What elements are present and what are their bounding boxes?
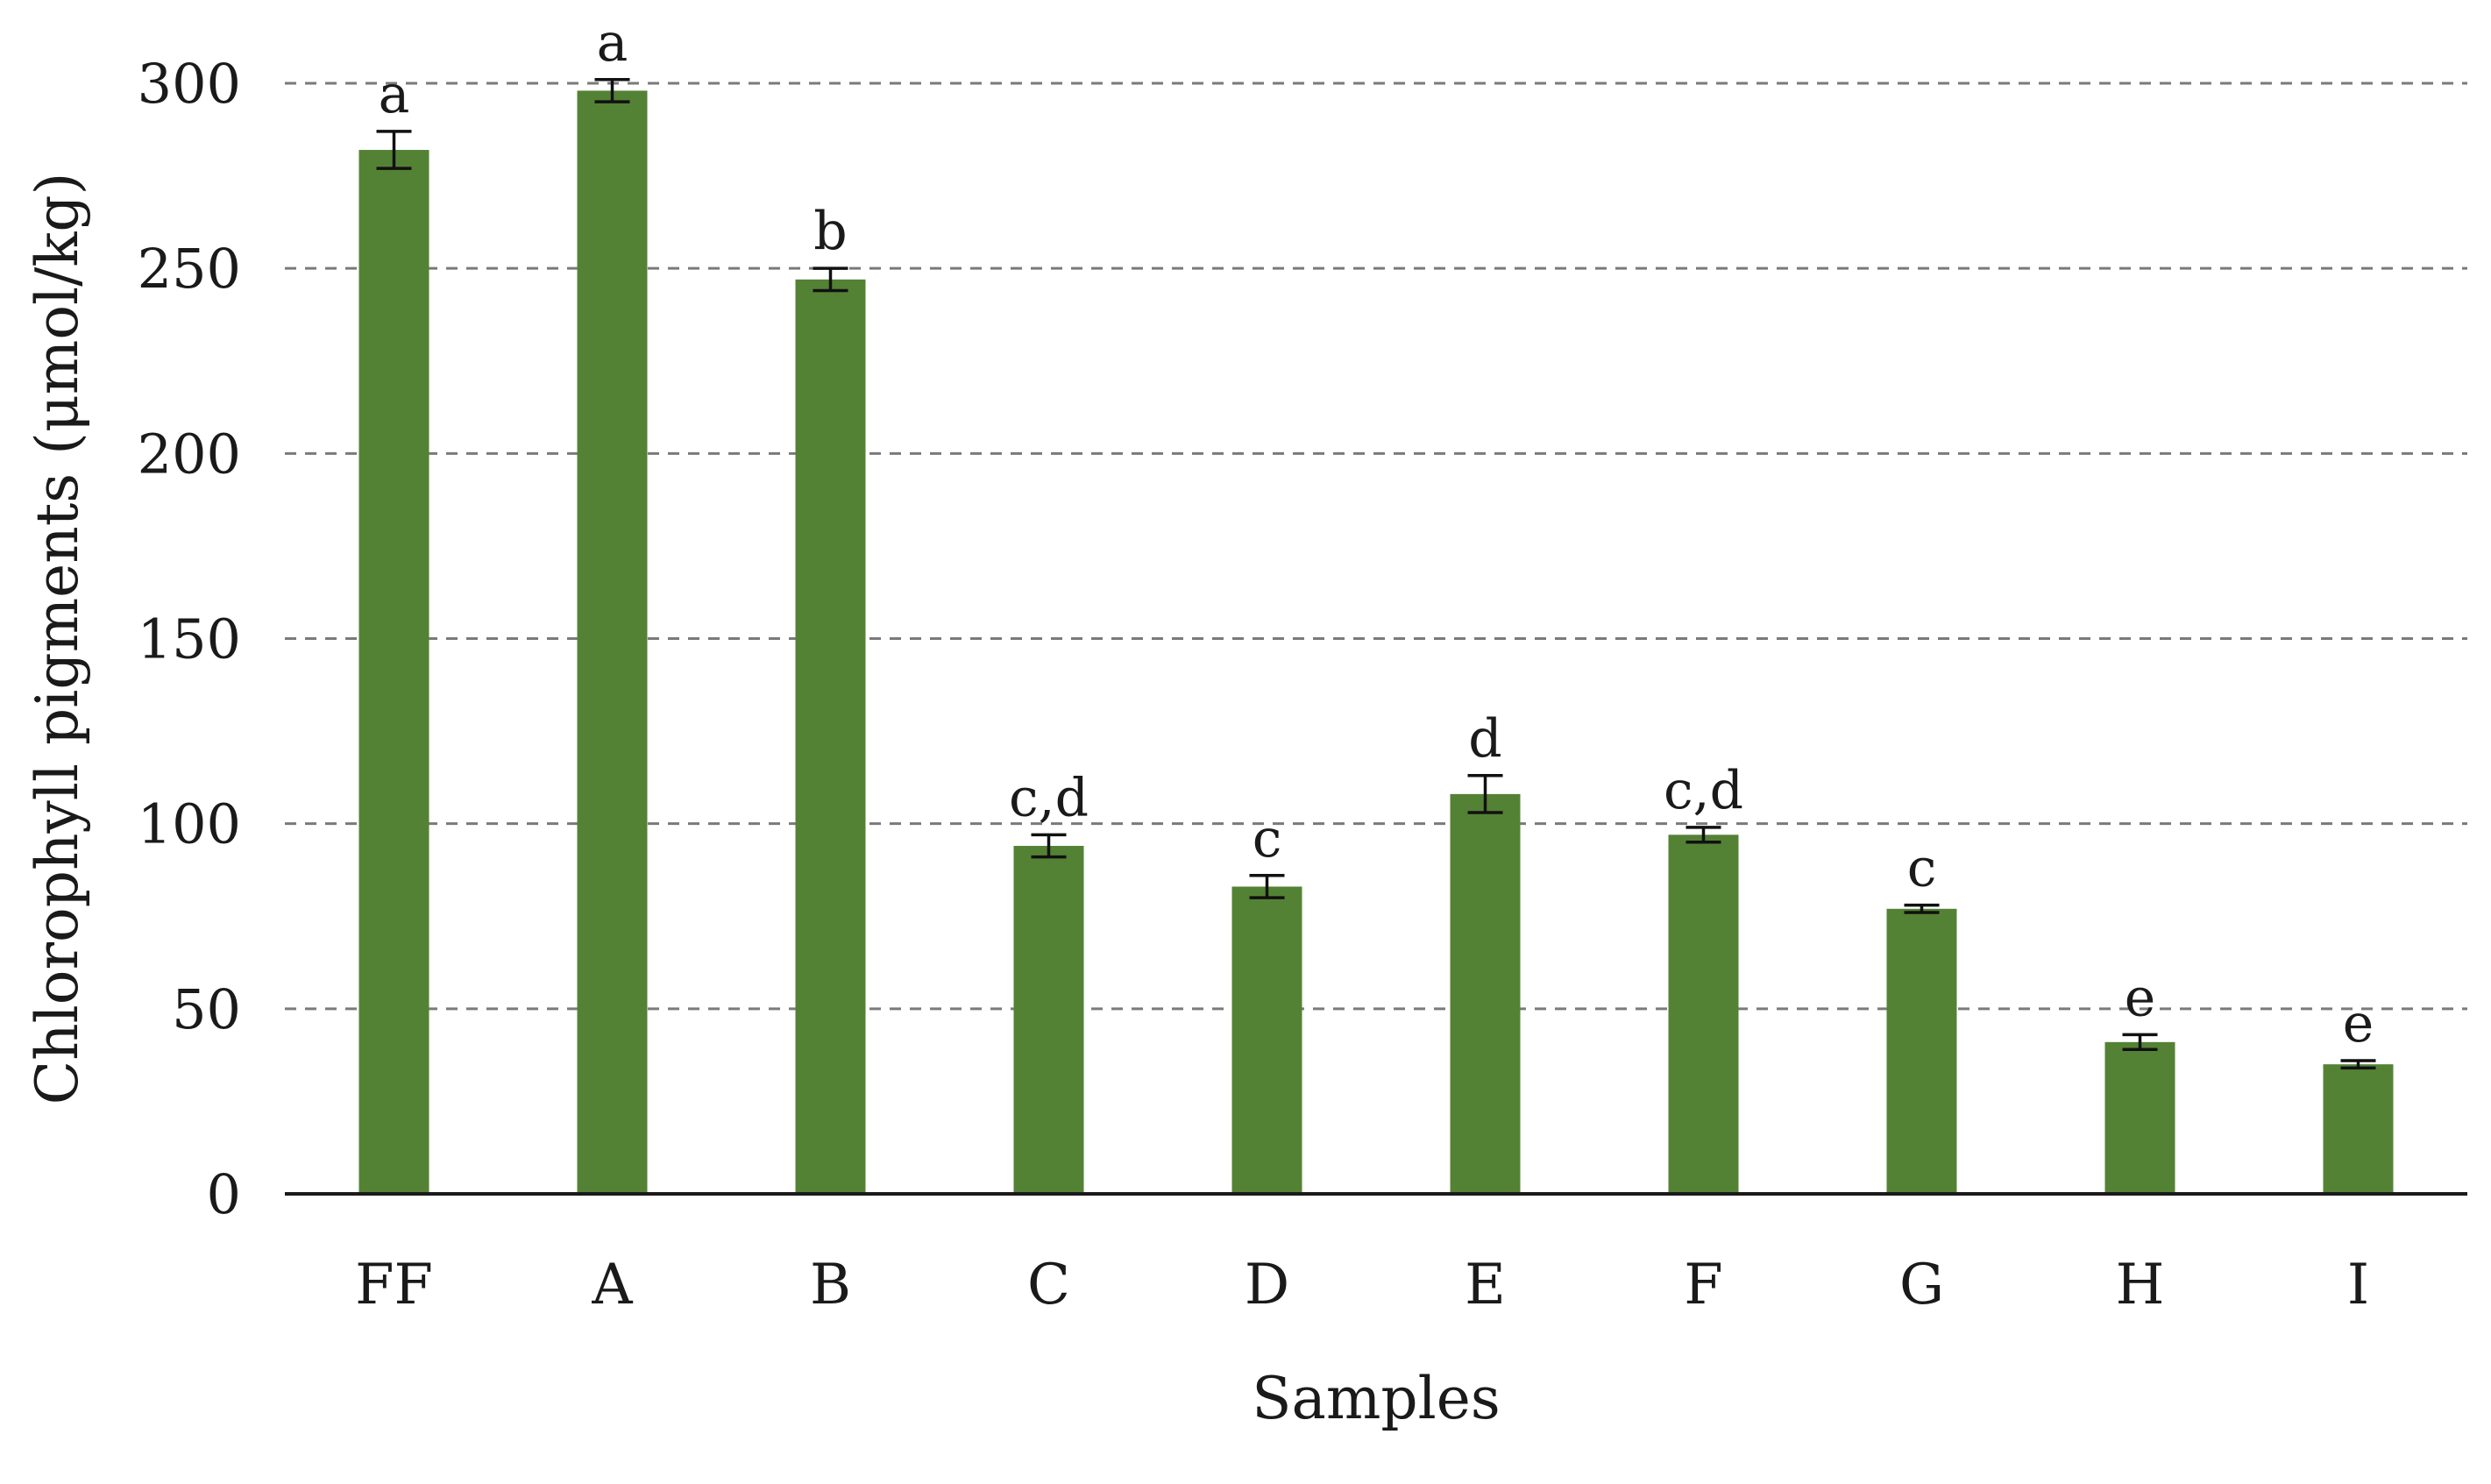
bar-C <box>1013 846 1084 1194</box>
error-bar-A <box>594 78 630 103</box>
error-bars <box>376 78 2376 1070</box>
significance-label-C: c,d <box>1009 767 1089 828</box>
y-axis-title: Chlorophyll pigments (μmol/kg) <box>24 173 91 1105</box>
x-category-label: C <box>1027 1253 1070 1317</box>
significance-label-FF: a <box>379 64 410 125</box>
error-bar-D <box>1249 874 1285 899</box>
error-bar-E <box>1467 774 1503 814</box>
x-category-label: H <box>2116 1253 2165 1317</box>
error-bar-C <box>1031 833 1067 859</box>
bar-I <box>2323 1064 2394 1194</box>
bar-D <box>1231 886 1302 1194</box>
bar-B <box>795 279 866 1194</box>
bar-A <box>577 90 648 1195</box>
gridlines <box>285 82 2467 1011</box>
x-category-label: I <box>2347 1253 2369 1317</box>
x-category-label: E <box>1465 1253 1506 1317</box>
significance-label-A: a <box>597 12 628 74</box>
y-tick-label: 250 <box>138 237 241 301</box>
x-axis-title: Samples <box>1252 1365 1500 1432</box>
x-category-labels: FF A B C D E F G H I <box>355 1253 2369 1317</box>
error-bar-FF <box>376 130 412 170</box>
significance-label-G: c <box>1907 838 1937 899</box>
significance-label-H: e <box>2125 967 2156 1028</box>
x-category-label: A <box>591 1253 633 1317</box>
bar-G <box>1886 908 1957 1194</box>
error-bar-I <box>2340 1059 2376 1070</box>
y-tick-label: 200 <box>138 422 241 486</box>
x-category-label: G <box>1899 1253 1944 1317</box>
bar-FF <box>358 150 429 1194</box>
significance-label-F: c,d <box>1664 760 1743 821</box>
y-tick-label: 100 <box>138 792 241 856</box>
error-bar-G <box>1904 903 1940 914</box>
error-bar-B <box>813 266 848 293</box>
significance-label-D: c <box>1253 808 1282 870</box>
x-category-label: D <box>1245 1253 1289 1317</box>
significance-label-I: e <box>2343 993 2374 1054</box>
bars <box>358 90 2394 1195</box>
y-tick-label: 300 <box>138 52 241 116</box>
x-category-label: B <box>810 1253 851 1317</box>
bar-E <box>1450 793 1521 1194</box>
y-tick-label: 0 <box>207 1162 241 1226</box>
y-tick-labels: 0 50 100 150 200 250 300 <box>138 52 241 1226</box>
significance-label-B: b <box>813 201 847 262</box>
significance-label-E: d <box>1468 708 1501 770</box>
x-category-label: FF <box>355 1253 433 1317</box>
error-bar-H <box>2122 1033 2158 1052</box>
y-tick-label: 50 <box>172 977 241 1041</box>
bar-F <box>1668 834 1739 1194</box>
y-tick-label: 150 <box>138 607 241 671</box>
significance-labels: a a b c,d c d c,d c e e <box>379 12 2374 1054</box>
x-category-label: F <box>1684 1253 1722 1317</box>
error-bar-F <box>1686 826 1721 844</box>
bar-H <box>2104 1041 2175 1194</box>
